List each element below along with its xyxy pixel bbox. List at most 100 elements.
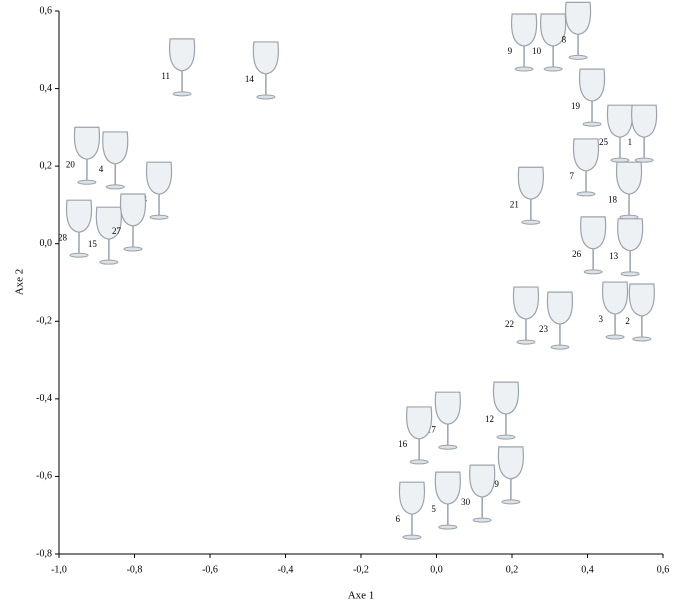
glass-bowl xyxy=(398,481,426,515)
point-label: 11 xyxy=(161,71,170,81)
glass-point xyxy=(615,161,643,220)
point-label: 13 xyxy=(609,251,619,261)
glass-point xyxy=(119,193,147,252)
glass-point xyxy=(434,471,461,530)
point-label: 7 xyxy=(569,171,574,181)
glass-base xyxy=(516,339,536,345)
glass-base xyxy=(256,94,276,100)
glass-point xyxy=(102,131,129,190)
point-label: 10 xyxy=(532,46,542,56)
glass-bowl xyxy=(601,281,629,315)
glass-point xyxy=(578,68,606,127)
glass-bowl xyxy=(434,391,461,425)
glass-base xyxy=(402,534,422,540)
x-tick-label: 0,4 xyxy=(581,564,594,575)
glass-point xyxy=(492,381,520,440)
point-label: 25 xyxy=(599,137,609,147)
glass-base xyxy=(501,499,521,505)
glass-base xyxy=(99,259,119,265)
glass-point xyxy=(512,286,540,345)
glass-bowl xyxy=(540,13,567,47)
x-tick-label: -0,4 xyxy=(278,564,294,575)
y-axis-title: Axe 2 xyxy=(14,269,26,296)
glass-base xyxy=(620,271,640,277)
point-label: 20 xyxy=(66,159,76,169)
point-label: 29 xyxy=(490,479,500,489)
glass-bowl xyxy=(564,1,592,35)
point-label: 14 xyxy=(245,74,255,84)
glass-bowl xyxy=(578,68,606,102)
y-tick-label: 0,4 xyxy=(40,83,53,94)
glass-point xyxy=(628,283,655,342)
glass-bowl xyxy=(631,104,658,138)
x-tick-label: -1,0 xyxy=(51,564,67,575)
glass-base xyxy=(568,54,588,60)
glass-bowl xyxy=(511,13,538,47)
glass-base xyxy=(69,252,89,258)
glass-bowl xyxy=(617,218,644,252)
glass-base xyxy=(632,336,652,342)
point-label: 15 xyxy=(88,239,98,249)
x-tick-label: -0,2 xyxy=(353,564,369,575)
glass-bowl xyxy=(102,131,129,165)
glass-bowl xyxy=(65,199,93,233)
glass-base xyxy=(149,214,169,220)
glass-bowl xyxy=(492,381,520,415)
glass-point xyxy=(168,38,196,97)
point-label: 21 xyxy=(510,199,519,209)
glass-point xyxy=(145,161,173,220)
glass-base xyxy=(472,517,492,523)
glass-point xyxy=(469,464,496,523)
point-label: 8 xyxy=(562,34,567,44)
y-tick-label: 0,6 xyxy=(40,5,53,16)
glass-point xyxy=(564,1,592,60)
glass-point xyxy=(580,216,607,275)
glass-point xyxy=(546,291,574,350)
glass-bowl xyxy=(606,104,634,138)
point-label: 19 xyxy=(571,101,581,111)
glass-point xyxy=(511,13,538,72)
x-tick-label: 0,0 xyxy=(430,564,443,575)
glass-bowl xyxy=(406,406,433,440)
x-tick-label: -0,6 xyxy=(202,564,218,575)
glass-base xyxy=(438,524,458,530)
y-tick-label: -0,8 xyxy=(36,548,52,559)
glass-bowl xyxy=(469,464,496,498)
glass-bowl xyxy=(517,166,544,200)
point-label: 1 xyxy=(628,137,633,147)
point-label: 27 xyxy=(112,226,122,236)
glass-point xyxy=(617,218,644,277)
glass-bowl xyxy=(546,291,574,325)
glass-base xyxy=(496,434,516,440)
glass-bowl xyxy=(615,161,643,195)
glass-base xyxy=(409,459,429,465)
glass-base xyxy=(582,121,602,127)
glass-point xyxy=(540,13,567,72)
point-label: 18 xyxy=(608,194,618,204)
glass-bowl xyxy=(434,471,461,505)
glass-base xyxy=(438,444,458,450)
point-label: 22 xyxy=(505,319,514,329)
glass-base xyxy=(543,66,563,72)
glass-point xyxy=(497,446,524,505)
y-tick-label: 0,2 xyxy=(40,160,53,171)
glass-bowl xyxy=(580,216,607,250)
point-label: 5 xyxy=(431,504,436,514)
glass-bowl xyxy=(252,41,279,75)
x-tick-label: -0,8 xyxy=(127,564,143,575)
glass-base xyxy=(550,344,570,350)
glass-base xyxy=(105,184,125,190)
glass-base xyxy=(605,334,625,340)
point-label: 4 xyxy=(99,164,104,174)
glass-point xyxy=(606,104,634,163)
glass-base xyxy=(583,269,603,275)
glass-bowl xyxy=(497,446,524,480)
glass-base xyxy=(576,191,596,197)
glass-bowl xyxy=(512,286,540,320)
glass-bowl xyxy=(95,206,122,240)
glass-base xyxy=(77,179,97,185)
glass-bowl xyxy=(572,138,600,172)
glass-point xyxy=(631,104,658,163)
glass-point xyxy=(95,206,122,265)
